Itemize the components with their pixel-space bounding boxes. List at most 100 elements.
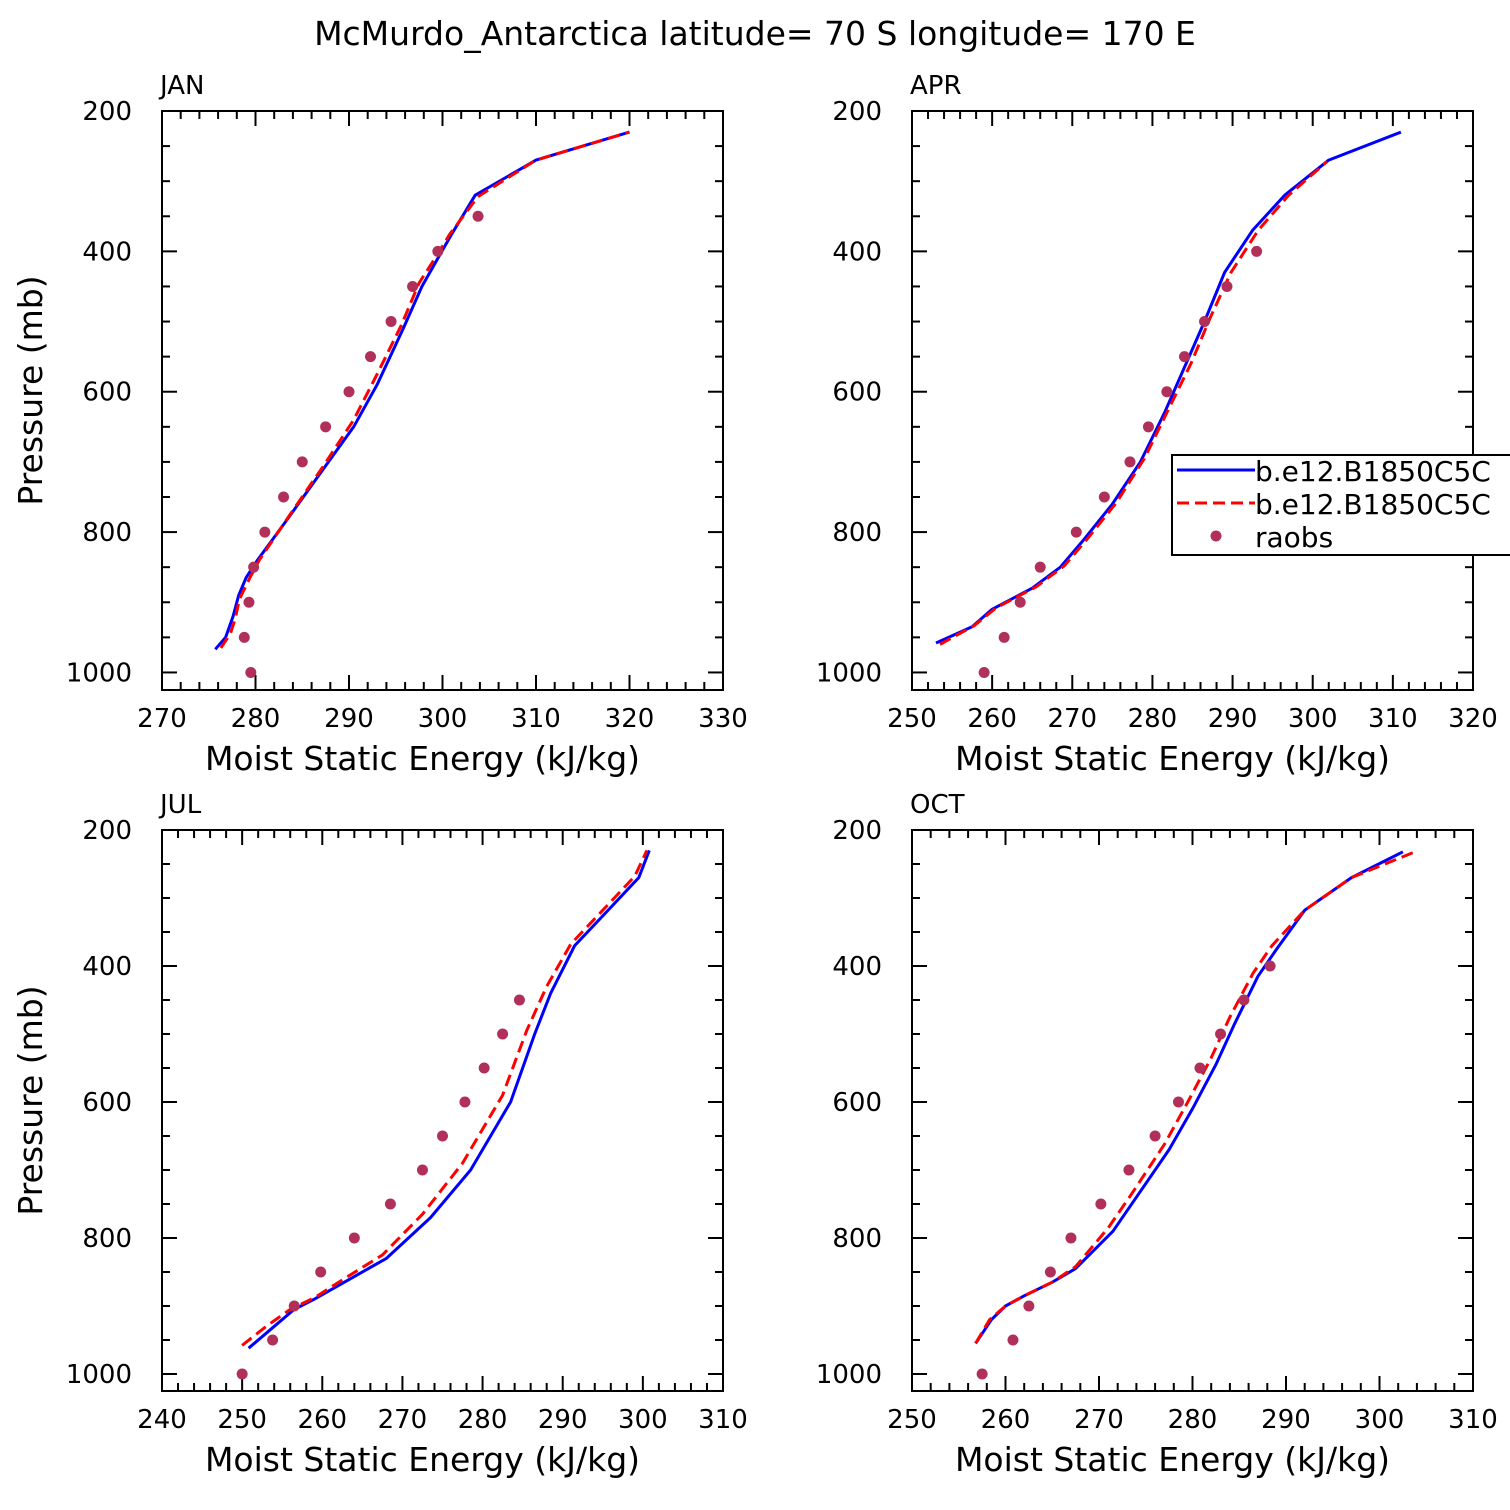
raobs-point xyxy=(1124,456,1136,468)
x-tick-label: 250 xyxy=(217,1405,267,1435)
raobs-point xyxy=(259,526,271,538)
x-tick-label: 260 xyxy=(297,1405,347,1435)
x-tick-label: 320 xyxy=(1448,704,1498,734)
x-tick-label: 240 xyxy=(137,1405,187,1435)
y-axis-label: Pressure (mb) xyxy=(11,985,50,1215)
x-tick-label: 280 xyxy=(231,704,281,734)
raobs-point xyxy=(1221,280,1233,292)
raobs-point xyxy=(348,1232,360,1244)
x-tick-label: 290 xyxy=(324,704,374,734)
y-tick-label: 1000 xyxy=(66,1360,132,1390)
x-tick-label: 300 xyxy=(418,704,468,734)
raobs-point xyxy=(1142,421,1154,433)
panel-label-jul: JUL xyxy=(158,790,202,820)
panel-label-apr: APR xyxy=(910,71,962,101)
legend-swatch-raobs xyxy=(1210,530,1222,542)
y-tick-label: 1000 xyxy=(816,1360,882,1390)
raobs-point xyxy=(320,421,332,433)
raobs-point xyxy=(1065,1232,1077,1244)
x-tick-label: 280 xyxy=(1128,704,1178,734)
raobs-point xyxy=(315,1266,327,1278)
y-tick-label: 800 xyxy=(832,518,882,548)
legend-label-model1: b.e12.B1850C5C xyxy=(1255,455,1491,488)
x-tick-label: 260 xyxy=(967,704,1017,734)
y-tick-label: 400 xyxy=(832,952,882,982)
legend-box xyxy=(1171,454,1510,556)
raobs-point xyxy=(384,1198,396,1210)
x-tick-label: 290 xyxy=(1208,704,1258,734)
x-tick-label: 320 xyxy=(605,704,655,734)
raobs-point xyxy=(385,316,397,328)
y-axis-label: Pressure (mb) xyxy=(11,275,50,505)
panel-oct: 250 260 270 280 290 300 310 200 400 600 800 1000 OCT… xyxy=(816,790,1498,1479)
legend-label-model2: b.e12.B1850C5C xyxy=(1255,488,1491,521)
raobs-point xyxy=(1264,960,1276,972)
model2-line xyxy=(219,130,630,649)
x-tick-label: 300 xyxy=(1288,704,1338,734)
x-axis-label: Moist Static Energy (kJ/kg) xyxy=(205,1440,640,1479)
panel-apr: 250 260 270 280 290 300 310 320 200 400 600 800 1000… xyxy=(816,71,1498,778)
y-tick-label: 800 xyxy=(82,1224,132,1254)
model2-line xyxy=(241,849,649,1347)
raobs-point xyxy=(1215,1028,1227,1040)
plot-frame xyxy=(161,829,724,1392)
x-tick-label: 290 xyxy=(1261,1405,1311,1435)
raobs-point xyxy=(478,1062,490,1074)
raobs-point xyxy=(513,994,525,1006)
model2-line xyxy=(974,850,1416,1345)
x-tick-label: 270 xyxy=(1074,1405,1124,1435)
raobs-point xyxy=(1034,561,1046,573)
raobs-point xyxy=(1172,1096,1184,1108)
raobs-point xyxy=(1178,351,1190,363)
raobs-point xyxy=(343,386,355,398)
y-tick-label: 800 xyxy=(82,518,132,548)
panel-label-oct: OCT xyxy=(910,790,965,820)
x-tick-label: 260 xyxy=(981,1405,1031,1435)
x-axis-label: Moist Static Energy (kJ/kg) xyxy=(205,739,640,778)
y-tick-label: 200 xyxy=(832,97,882,127)
raobs-point xyxy=(1161,386,1173,398)
raobs-point xyxy=(1149,1130,1161,1142)
x-tick-label: 280 xyxy=(458,1405,508,1435)
y-tick-label: 800 xyxy=(832,1224,882,1254)
raobs-point xyxy=(248,561,260,573)
x-tick-label: 300 xyxy=(618,1405,668,1435)
y-tick-label: 600 xyxy=(832,378,882,408)
x-tick-label: 330 xyxy=(698,704,748,734)
x-tick-label: 290 xyxy=(538,1405,588,1435)
x-tick-label: 280 xyxy=(1168,1405,1218,1435)
raobs-point xyxy=(1238,994,1250,1006)
y-tick-label: 600 xyxy=(832,1088,882,1118)
x-tick-label: 270 xyxy=(378,1405,428,1435)
x-tick-label: 310 xyxy=(698,1405,748,1435)
raobs-point xyxy=(1023,1300,1035,1312)
raobs-point xyxy=(976,1368,988,1380)
y-tick-label: 1000 xyxy=(66,658,132,688)
model1-line xyxy=(247,849,651,1350)
x-tick-label: 270 xyxy=(1047,704,1097,734)
y-tick-label: 400 xyxy=(82,952,132,982)
raobs-point xyxy=(1044,1266,1056,1278)
y-tick-label: 200 xyxy=(82,97,132,127)
raobs-point xyxy=(1007,1334,1019,1346)
raobs-point xyxy=(432,245,444,257)
model2-line xyxy=(939,160,1329,646)
raobs-point xyxy=(978,666,990,678)
raobs-point xyxy=(288,1300,300,1312)
x-tick-label: 270 xyxy=(137,704,187,734)
raobs-point xyxy=(238,631,250,643)
model1-line xyxy=(935,130,1402,645)
raobs-point xyxy=(296,456,308,468)
y-tick-label: 200 xyxy=(82,816,132,846)
plot-frame xyxy=(911,110,1474,691)
x-tick-label: 300 xyxy=(1355,1405,1405,1435)
raobs-point xyxy=(472,210,484,222)
raobs-point xyxy=(1014,596,1026,608)
panel-jul: 240 250 260 270 280 290 300 310 200 400 600 800 1000… xyxy=(11,790,748,1479)
y-tick-label: 600 xyxy=(82,378,132,408)
raobs-point xyxy=(998,631,1010,643)
raobs-point xyxy=(497,1028,509,1040)
raobs-point xyxy=(416,1164,428,1176)
raobs-point xyxy=(437,1130,448,1142)
